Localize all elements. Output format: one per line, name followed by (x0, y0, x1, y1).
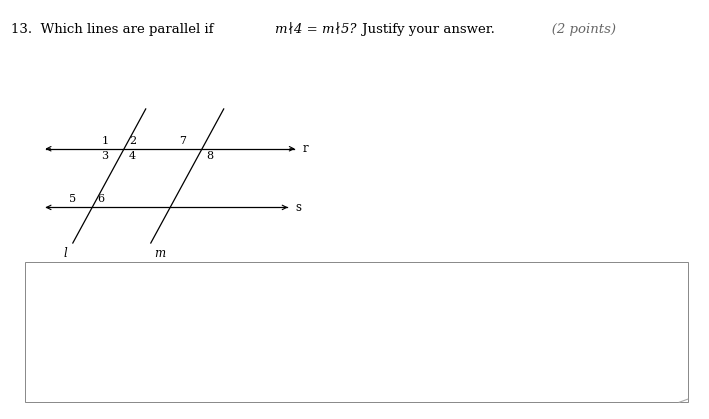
Text: m∤4 = m∤5?: m∤4 = m∤5? (275, 23, 357, 36)
Text: 7: 7 (179, 136, 186, 146)
Text: 1: 1 (101, 136, 108, 146)
Text: 5: 5 (69, 194, 77, 204)
Text: 2: 2 (129, 136, 136, 146)
Text: (2 points): (2 points) (539, 23, 616, 36)
Text: s: s (296, 201, 301, 214)
Text: 8: 8 (207, 150, 214, 160)
Text: Justify your answer.: Justify your answer. (358, 23, 495, 36)
Text: 4: 4 (129, 150, 136, 160)
Bar (25, 262, 688, 402)
Text: 3: 3 (101, 150, 108, 160)
Text: m: m (155, 247, 165, 260)
Text: 13.  Which lines are parallel if: 13. Which lines are parallel if (11, 23, 218, 36)
Text: l: l (63, 247, 67, 260)
Text: 6: 6 (97, 194, 104, 204)
Text: r: r (303, 142, 308, 155)
